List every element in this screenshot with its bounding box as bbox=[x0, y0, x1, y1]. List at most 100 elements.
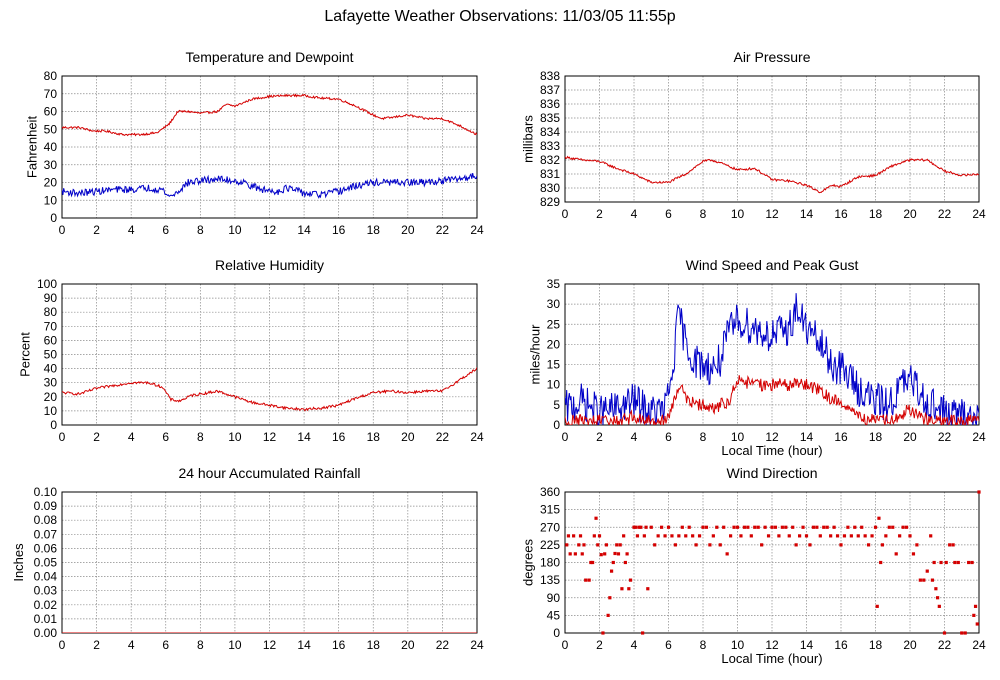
y-tick-label: 360 bbox=[540, 485, 560, 499]
data-point bbox=[932, 560, 936, 565]
x-tick-label: 10 bbox=[731, 638, 745, 652]
x-tick-label: 0 bbox=[562, 638, 569, 652]
data-point bbox=[787, 534, 791, 538]
x-tick-label: 12 bbox=[263, 638, 277, 652]
x-tick-label: 10 bbox=[731, 207, 745, 221]
data-point bbox=[649, 525, 653, 529]
chart-title: 24 hour Accumulated Rainfall bbox=[178, 465, 360, 481]
y-tick-label: 180 bbox=[540, 556, 560, 570]
data-point bbox=[601, 631, 605, 635]
data-point bbox=[597, 534, 602, 538]
data-point bbox=[967, 560, 971, 565]
y-tick-label: 829 bbox=[540, 195, 560, 209]
data-point bbox=[625, 552, 629, 556]
data-point bbox=[960, 631, 964, 635]
data-point bbox=[951, 543, 955, 547]
data-point bbox=[918, 578, 922, 582]
data-point bbox=[746, 525, 750, 529]
data-point bbox=[973, 604, 978, 608]
data-point bbox=[811, 525, 815, 529]
data-point bbox=[609, 569, 614, 573]
x-tick-label: 0 bbox=[562, 430, 569, 444]
x-tick-label: 4 bbox=[128, 430, 135, 444]
x-tick-label: 4 bbox=[128, 223, 135, 237]
y-tick-label: 0.10 bbox=[34, 485, 58, 499]
x-tick-label: 20 bbox=[401, 638, 415, 652]
data-point bbox=[794, 543, 798, 547]
data-point bbox=[773, 525, 778, 529]
data-point bbox=[901, 525, 905, 529]
data-point bbox=[582, 543, 586, 547]
series-line bbox=[565, 375, 979, 425]
y-tick-label: 10 bbox=[44, 404, 58, 418]
y-tick-label: 80 bbox=[44, 69, 58, 83]
x-tick-label: 4 bbox=[128, 638, 135, 652]
data-point bbox=[849, 534, 853, 538]
x-tick-label: 24 bbox=[972, 207, 986, 221]
data-point bbox=[760, 543, 764, 547]
data-point bbox=[580, 552, 584, 556]
y-tick-label: 10 bbox=[547, 378, 561, 392]
y-tick-label: 831 bbox=[540, 167, 560, 181]
data-point bbox=[884, 534, 888, 538]
x-tick-label: 16 bbox=[834, 207, 848, 221]
data-point bbox=[829, 534, 833, 538]
data-point bbox=[863, 534, 867, 538]
y-axis-label: degrees bbox=[521, 539, 536, 586]
data-point bbox=[860, 525, 864, 529]
y-tick-label: 0.01 bbox=[34, 612, 58, 626]
data-point bbox=[608, 596, 612, 600]
data-point bbox=[644, 525, 648, 529]
data-point bbox=[749, 534, 753, 538]
data-point bbox=[715, 525, 719, 529]
x-tick-label: 24 bbox=[470, 638, 484, 652]
data-point bbox=[922, 578, 926, 582]
y-tick-label: 20 bbox=[44, 390, 58, 404]
data-point bbox=[694, 543, 698, 547]
data-point bbox=[934, 587, 938, 591]
y-tick-label: 0 bbox=[553, 626, 560, 640]
x-tick-label: 0 bbox=[562, 207, 569, 221]
data-point bbox=[725, 552, 729, 556]
x-tick-label: 10 bbox=[731, 430, 745, 444]
data-point bbox=[873, 525, 878, 529]
data-point bbox=[818, 534, 822, 538]
x-tick-label: 14 bbox=[800, 207, 814, 221]
data-point bbox=[684, 534, 688, 538]
data-point bbox=[596, 543, 600, 547]
x-tick-label: 2 bbox=[93, 430, 100, 444]
x-tick-label: 12 bbox=[263, 223, 277, 237]
data-point bbox=[599, 553, 603, 557]
data-point bbox=[732, 525, 736, 529]
x-tick-label: 14 bbox=[297, 638, 311, 652]
y-tick-label: 0.05 bbox=[34, 556, 58, 570]
x-tick-label: 14 bbox=[297, 430, 311, 444]
y-tick-label: 0.07 bbox=[34, 527, 58, 541]
series-line bbox=[62, 93, 477, 137]
x-tick-label: 18 bbox=[367, 638, 381, 652]
page-title: Lafayette Weather Observations: 11/03/05… bbox=[324, 8, 676, 25]
data-point bbox=[936, 596, 940, 600]
y-tick-label: 30 bbox=[44, 158, 58, 172]
y-tick-label: 50 bbox=[44, 122, 58, 136]
y-tick-label: 0 bbox=[50, 211, 57, 225]
data-point bbox=[944, 560, 948, 565]
x-tick-label: 2 bbox=[93, 223, 100, 237]
y-axis-label: miles/hour bbox=[527, 324, 542, 385]
y-tick-label: 833 bbox=[540, 139, 560, 153]
data-point bbox=[791, 525, 795, 529]
y-tick-label: 20 bbox=[547, 337, 561, 351]
y-tick-label: 0.00 bbox=[34, 626, 58, 640]
x-tick-label: 10 bbox=[228, 223, 242, 237]
series-line bbox=[565, 155, 979, 194]
data-point bbox=[891, 525, 895, 529]
data-point bbox=[587, 578, 591, 582]
data-point bbox=[780, 525, 784, 529]
data-point bbox=[880, 543, 884, 547]
plot-frame bbox=[61, 75, 478, 219]
data-point bbox=[925, 569, 929, 573]
data-point bbox=[822, 525, 826, 529]
